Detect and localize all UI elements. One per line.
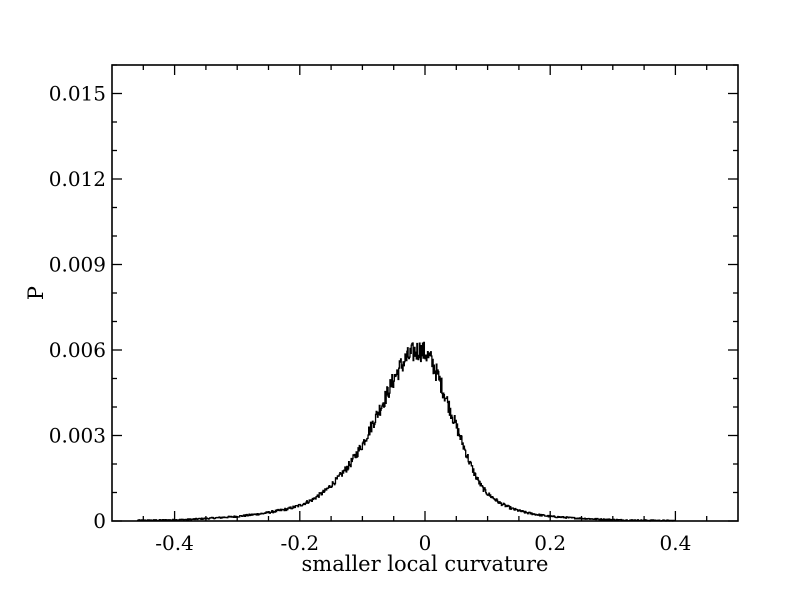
y-tick-label: 0.015 xyxy=(49,82,106,106)
x-tick-label: 0.2 xyxy=(534,531,566,555)
y-tick-label: 0.012 xyxy=(49,167,106,191)
plot-frame xyxy=(111,64,739,522)
ticks-layer: -0.4 -0.2 0 0.2 0.4 0 0.003 0.006 0.009 0.012 0.01… xyxy=(49,64,738,555)
y-tick-label: 0.009 xyxy=(49,253,106,277)
x-tick-label: 0 xyxy=(419,531,432,555)
y-axis-title: P xyxy=(24,286,48,300)
x-tick-label: 0.4 xyxy=(659,531,691,555)
x-tick-label: -0.4 xyxy=(155,531,194,555)
series-line-curve xyxy=(137,341,677,522)
y-tick-label: 0.006 xyxy=(49,338,106,362)
y-tick-label: 0.003 xyxy=(49,424,106,448)
x-tick-label: -0.2 xyxy=(281,531,320,555)
y-tick-label: 0 xyxy=(93,509,106,533)
x-axis-title: smaller local curvature xyxy=(302,552,549,576)
